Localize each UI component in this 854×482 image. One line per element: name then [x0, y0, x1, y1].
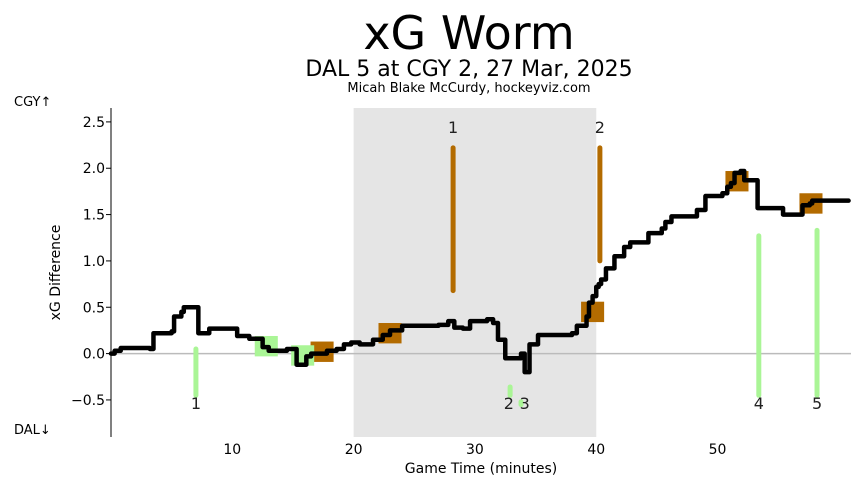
y-tick-label: 1.5: [83, 208, 105, 224]
period-2-shading: [353, 108, 597, 437]
x-tick-label: 50: [709, 442, 727, 458]
chart-title: xG Worm: [363, 6, 575, 60]
dal-goal-3-label: 3: [520, 394, 530, 413]
y-tick-label: 0.0: [83, 347, 105, 363]
x-tick-label: 20: [345, 442, 363, 458]
dal-goal-2-label: 2: [504, 394, 514, 413]
y-tick-label: 0.5: [83, 300, 105, 316]
x-axis-label: Game Time (minutes): [405, 461, 557, 477]
dal-goal-5-label: 5: [812, 394, 822, 413]
cgy-goal-2-label: 2: [595, 118, 605, 137]
chart-subtitle: DAL 5 at CGY 2, 27 Mar, 2025: [305, 57, 633, 82]
y-tick-label: 1.0: [83, 254, 105, 270]
y-tick-label: 2.0: [83, 161, 105, 177]
y-tick-label: −0.5: [71, 393, 105, 409]
chart-credit: Micah Blake McCurdy, hockeyviz.com: [347, 81, 591, 96]
y-tick-label: 2.5: [83, 115, 105, 131]
dal-direction-label: DAL↓: [14, 423, 51, 438]
dal-goal-1-label: 1: [191, 394, 201, 413]
y-axis-label: xG Difference: [48, 225, 64, 321]
dal-goal-4-label: 4: [754, 394, 764, 413]
cgy-direction-label: CGY↑: [14, 95, 52, 110]
xg-worm-line: [108, 168, 851, 375]
cgy-goal-1-label: 1: [448, 118, 458, 137]
x-tick-label: 30: [466, 442, 484, 458]
x-tick-label: 40: [587, 442, 605, 458]
x-tick-label: 10: [223, 442, 241, 458]
